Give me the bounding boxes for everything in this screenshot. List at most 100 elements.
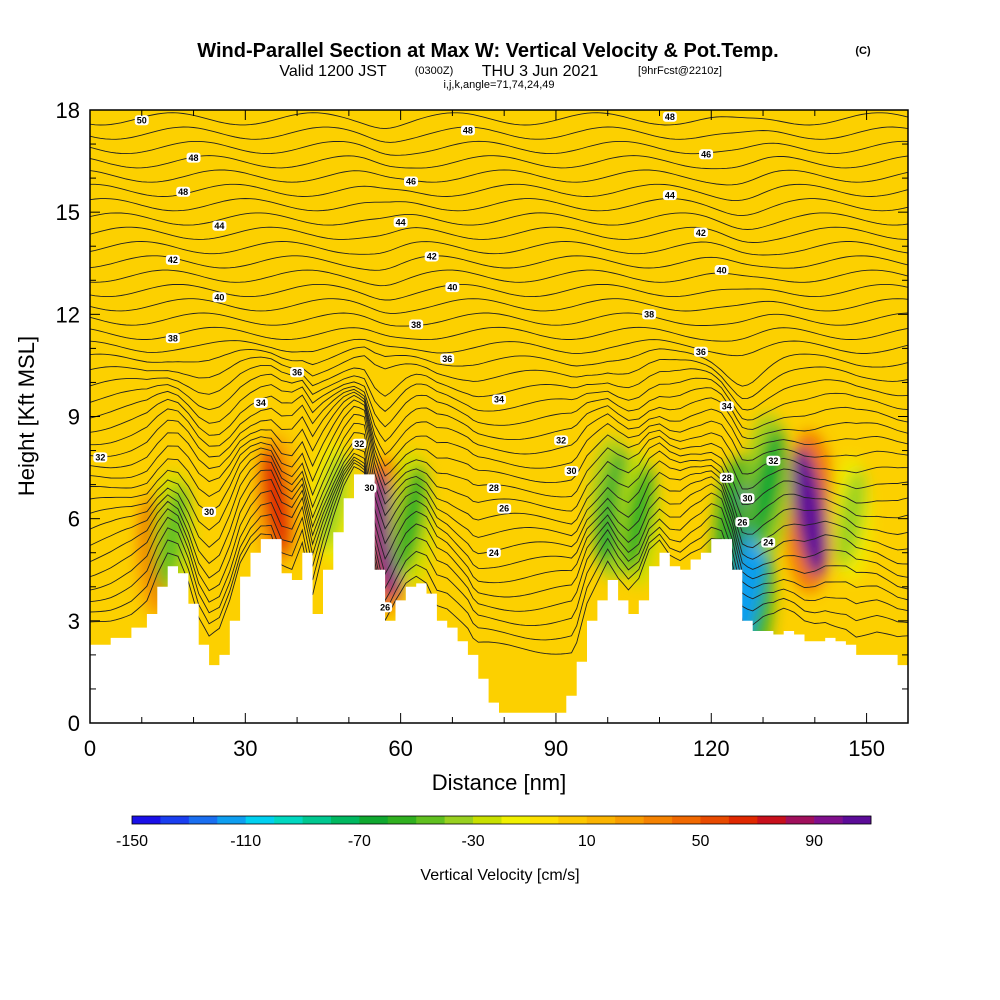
- contour-label-8: 34: [253, 397, 268, 408]
- contour-label-28: 46: [699, 149, 714, 159]
- contour-label-bg-11: [460, 125, 475, 136]
- theta-contour-22: [90, 326, 908, 342]
- contour-label-3: 44: [212, 220, 227, 231]
- theta-contour-15: [90, 385, 908, 443]
- colorbar-swatch-13: [501, 816, 531, 824]
- colorbar-swatch-22: [757, 816, 787, 824]
- terrain-shape: [90, 474, 908, 723]
- x-axis-label: Distance [nm]: [432, 770, 567, 795]
- contour-label-text-31: 40: [717, 265, 727, 275]
- contour-label-22: 32: [554, 435, 569, 446]
- contour-label-text-24: 28: [489, 483, 499, 493]
- contour-label-bg-27: [662, 111, 677, 122]
- contour-label-27: 48: [662, 111, 677, 122]
- theta-contour-8: [90, 422, 908, 538]
- chart-subtitle: Valid 1200 JST (0300Z) THU 3 Jun 2021 [9…: [279, 63, 722, 91]
- contour-label-4: 42: [165, 254, 180, 265]
- contour-label-text-19: 32: [354, 439, 364, 449]
- contour-labels: 50 48 48 44 42 40 38 36 34 32 30 48 46 44 42 40 38 36 34 32…: [93, 111, 781, 612]
- contour-label-text-36: 28: [722, 473, 732, 483]
- contour-label-bg-14: [424, 251, 439, 262]
- theta-contour-31: [90, 198, 908, 217]
- theta-contour-34: [90, 155, 908, 170]
- theta-contour-17: [90, 373, 908, 421]
- colorbar-swatch-11: [444, 816, 474, 824]
- terrain-mask: [90, 474, 908, 723]
- contour-label-text-28: 46: [701, 149, 711, 159]
- contour-label-2: 48: [176, 186, 191, 197]
- contour-label-bg-37: [740, 493, 755, 504]
- contour-label-14: 42: [424, 251, 439, 262]
- contour-label-16: 38: [409, 319, 424, 330]
- contour-label-37: 30: [740, 493, 755, 504]
- contour-label-bg-9: [93, 452, 108, 463]
- x-tick-label-30: 30: [233, 736, 257, 761]
- subtitle-valid: Valid 1200 JST: [279, 63, 387, 80]
- contour-label-text-38: 26: [737, 517, 747, 527]
- contour-label-text-35: 32: [768, 456, 778, 466]
- contour-label-15: 40: [445, 282, 460, 292]
- theta-contour-28: [90, 241, 908, 256]
- contour-label-bg-26: [486, 547, 501, 558]
- colorbar-swatch-3: [217, 816, 246, 824]
- colorbar-tick-50: 50: [692, 833, 710, 850]
- contour-label-bg-22: [554, 435, 569, 446]
- contour-label-text-15: 40: [447, 282, 457, 292]
- velocity-core-1: [793, 447, 827, 577]
- contour-label-bg-38: [735, 517, 750, 528]
- y-tick-label-9: 9: [68, 405, 80, 430]
- colorbar-swatch-18: [643, 816, 673, 824]
- contour-label-bg-23: [564, 465, 579, 476]
- title-main: Wind-Parallel Section at Max W: Vertical…: [197, 40, 778, 62]
- contour-label-bg-30: [693, 227, 708, 238]
- contour-label-bg-8: [253, 397, 268, 408]
- theta-contour-16: [90, 381, 908, 430]
- contour-label-text-6: 38: [168, 333, 178, 343]
- theta-contour-37: [90, 112, 908, 130]
- contour-label-bg-10: [202, 506, 217, 517]
- theta-contour-0: [90, 466, 908, 655]
- contour-label-bg-6: [165, 333, 180, 344]
- theta-contour-20: [90, 346, 908, 387]
- colorbar-tick-90: 90: [805, 833, 823, 850]
- colorbar-swatch-9: [387, 816, 417, 824]
- contour-label-24: 28: [486, 483, 501, 493]
- colorbar-swatch-24: [814, 816, 843, 824]
- colorbar-swatch-15: [558, 816, 588, 824]
- contour-label-25: 26: [497, 503, 512, 514]
- colorbar-swatch-25: [842, 816, 872, 824]
- contour-label-bg-34: [719, 401, 734, 412]
- contour-label-text-2: 48: [178, 187, 188, 197]
- colorbar-frame: [131, 815, 872, 825]
- contour-label-text-33: 36: [696, 347, 706, 357]
- colorbar: -150 -110 -70 -30 10 50 90: [116, 815, 872, 850]
- contour-label-bg-17: [440, 353, 455, 364]
- contour-label-text-9: 32: [95, 453, 105, 463]
- colorbar-swatch-10: [416, 816, 445, 824]
- y-tick-label-15: 15: [56, 200, 80, 225]
- contour-label-bg-4: [165, 254, 180, 265]
- colorbar-label: Vertical Velocity [cm/s]: [420, 867, 579, 884]
- subtitle-zulu: (0300Z): [415, 65, 454, 77]
- contour-label-bg-5: [212, 292, 227, 303]
- contour-label-0: 50: [134, 115, 149, 125]
- contour-label-bg-25: [497, 503, 512, 514]
- contour-label-bg-32: [642, 309, 657, 320]
- theta-contour-5: [90, 447, 908, 584]
- x-tick-label-60: 60: [388, 736, 412, 761]
- velocity-core-12: [836, 469, 866, 568]
- contour-label-bg-16: [409, 319, 424, 330]
- theta-contour-9: [90, 413, 908, 525]
- theta-contour-35: [90, 140, 908, 156]
- contour-label-text-12: 46: [406, 177, 416, 187]
- theta-contour-29: [90, 226, 908, 243]
- theta-contour-23: [90, 312, 908, 327]
- y-tick-label-6: 6: [68, 507, 80, 532]
- contour-label-18: 34: [492, 394, 506, 405]
- theta-contours: [90, 112, 908, 655]
- title-mark: (C): [855, 45, 871, 57]
- contour-label-bg-36: [719, 472, 734, 483]
- contour-label-bg-18: [492, 394, 506, 405]
- colorbar-swatch-21: [728, 816, 758, 824]
- contour-label-6: 38: [165, 333, 180, 344]
